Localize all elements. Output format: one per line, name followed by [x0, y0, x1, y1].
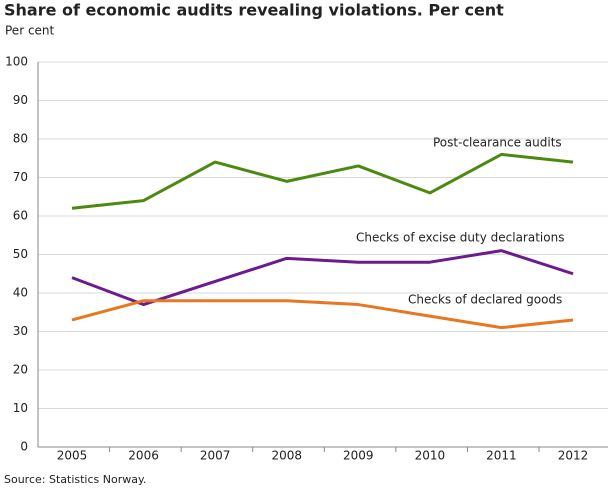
- source: Source: Statistics Norway.: [4, 473, 146, 486]
- y-tick-label: 50: [13, 247, 28, 261]
- y-tick-label: 0: [20, 440, 28, 454]
- y-tick-label: 80: [13, 132, 28, 146]
- x-tick-label: 2007: [200, 449, 231, 463]
- y-tick-label: 90: [13, 93, 28, 107]
- x-tick-label: 2008: [271, 449, 302, 463]
- x-tick-label: 2005: [57, 449, 88, 463]
- x-tick-label: 2009: [343, 449, 374, 463]
- chart-title: Share of economic audits revealing viola…: [4, 1, 504, 20]
- x-tick-label: 2011: [486, 449, 517, 463]
- y-tick-label: 40: [13, 286, 28, 300]
- x-tick-label: 2010: [415, 449, 446, 463]
- y-tick-label: 70: [13, 170, 28, 184]
- y-tick-label: 60: [13, 209, 28, 223]
- y-tick-label: 10: [13, 401, 28, 415]
- x-tick-label: 2012: [558, 449, 589, 463]
- series-label: Post-clearance audits: [433, 136, 562, 150]
- series-label: Checks of declared goods: [408, 293, 562, 307]
- y-tick-label: 20: [13, 363, 28, 377]
- x-tick-label: 2006: [128, 449, 159, 463]
- y-axis-label: Per cent: [5, 24, 55, 38]
- y-tick-label: 30: [13, 324, 28, 338]
- line-series: [71, 299, 574, 330]
- line-series: [71, 152, 574, 210]
- y-tick-label: 100: [5, 55, 28, 69]
- series-label: Checks of excise duty declarations: [356, 231, 564, 245]
